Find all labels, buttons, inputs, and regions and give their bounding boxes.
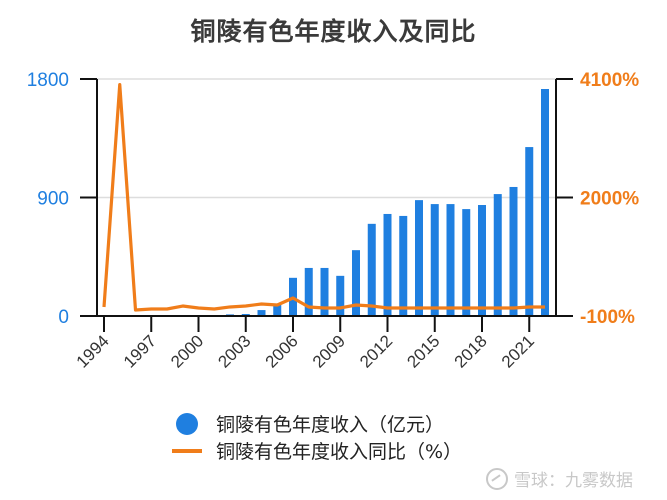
x-tick-label: 2000	[167, 331, 207, 371]
x-tick-label: 2003	[214, 331, 254, 371]
revenue-bar	[446, 204, 455, 316]
revenue-bar	[320, 267, 329, 316]
revenue-bar	[493, 194, 502, 316]
x-tick-label: 2006	[262, 331, 302, 371]
revenue-bar	[541, 89, 549, 316]
watermark-text: 雪球：九雾数据	[514, 471, 633, 491]
xueqiu-logo-icon	[486, 467, 508, 490]
revenue-bar	[352, 250, 360, 316]
legend-label-revenue: 铜陵有色年度收入（亿元）	[216, 414, 445, 436]
watermark: 雪球：九雾数据	[486, 466, 633, 491]
left-tick-label: 0	[58, 307, 69, 328]
legend-item-revenue: 铜陵有色年度收入（亿元）	[172, 410, 462, 437]
revenue-bar	[367, 223, 376, 316]
revenue-bar	[336, 275, 345, 316]
right-tick-label: -100%	[580, 307, 635, 328]
revenue-bar	[509, 186, 518, 316]
legend-label-yoy: 铜陵有色年度收入同比（%）	[216, 441, 463, 463]
revenue-bar	[462, 209, 471, 316]
x-tick-label: 2009	[309, 331, 349, 371]
x-tick-label: 1994	[73, 331, 113, 371]
right-tick-label: 4100%	[580, 70, 639, 91]
legend: 铜陵有色年度收入（亿元） 铜陵有色年度收入同比（%）	[172, 410, 462, 464]
revenue-bar	[273, 304, 282, 316]
bar-series-marker-icon	[176, 412, 198, 435]
revenue-bar	[399, 215, 408, 316]
revenue-bar	[304, 267, 313, 316]
legend-item-yoy: 铜陵有色年度收入同比（%）	[172, 437, 462, 464]
revenue-bar	[257, 310, 266, 316]
revenue-bar	[415, 200, 423, 316]
x-tick-label: 2021	[498, 331, 538, 371]
line-series-marker-icon	[172, 448, 202, 453]
right-tick-label: 2000%	[580, 189, 639, 210]
x-tick-label: 2012	[356, 331, 396, 371]
revenue-bar	[478, 205, 486, 316]
x-tick-label: 2015	[403, 331, 443, 371]
revenue-bar	[383, 213, 392, 316]
x-tick-label: 2018	[451, 331, 491, 371]
revenue-bar	[430, 204, 439, 316]
left-tick-label: 900	[37, 189, 69, 210]
revenue-bar	[525, 147, 534, 316]
yoy-line	[102, 83, 545, 312]
x-tick-label: 1997	[120, 331, 160, 371]
left-tick-label: 1800	[27, 70, 69, 91]
chart-title: 铜陵有色年度收入及同比	[190, 17, 477, 46]
